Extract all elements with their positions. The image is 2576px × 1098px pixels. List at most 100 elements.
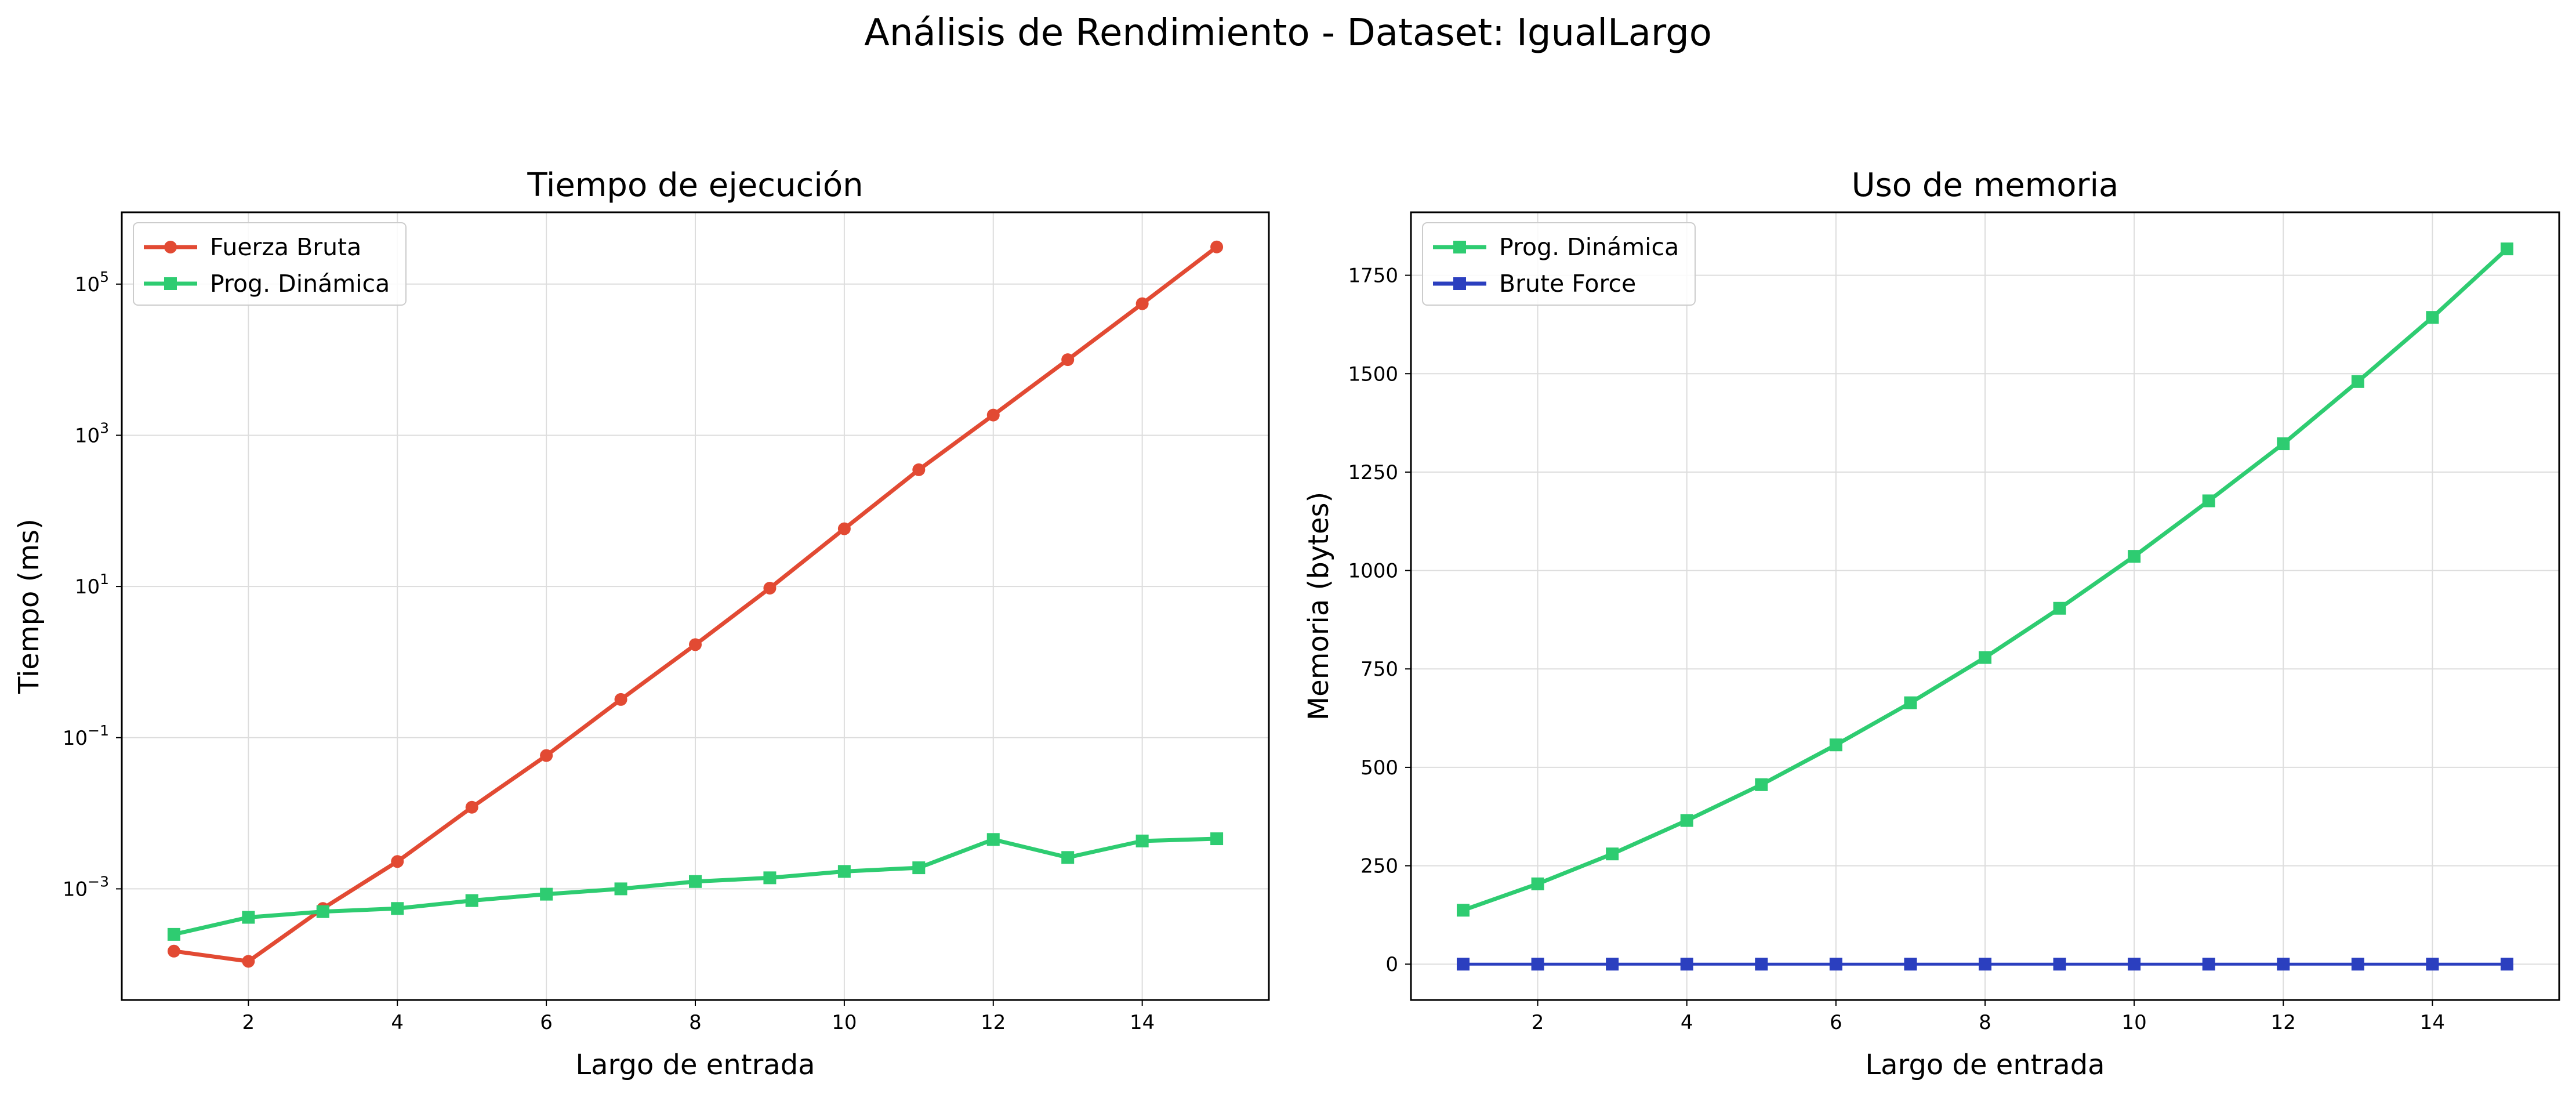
memory-chart-title: Uso de memoria: [1852, 166, 2119, 204]
data-point: [614, 693, 627, 706]
legend-label: Brute Force: [1499, 270, 1636, 298]
memory-chart-y-label: Memoria (bytes): [1302, 492, 1335, 721]
data-point: [1904, 696, 1917, 709]
data-point: [689, 638, 702, 651]
data-point: [1979, 958, 1991, 971]
y-tick-label: 1500: [1348, 363, 1398, 386]
data-point: [1904, 958, 1917, 971]
legend-item: Fuerza Bruta: [144, 233, 361, 261]
x-tick-label: 2: [1532, 1011, 1544, 1034]
x-tick-label: 14: [1130, 1011, 1155, 1034]
x-tick-label: 4: [1681, 1011, 1693, 1034]
data-point: [2426, 311, 2439, 324]
data-point: [2501, 242, 2513, 256]
data-point: [167, 944, 180, 958]
data-point: [1061, 851, 1075, 864]
data-point: [2351, 375, 2364, 388]
y-tick-exponent: 3: [100, 419, 109, 436]
legend-label: Prog. Dinámica: [1499, 233, 1679, 261]
data-point: [2277, 958, 2290, 971]
x-tick-label: 8: [1979, 1011, 1991, 1034]
data-point: [763, 582, 777, 595]
y-tick-label: 101: [75, 571, 109, 599]
data-point: [1829, 738, 1842, 752]
legend-item: Prog. Dinámica: [144, 270, 390, 298]
data-point: [912, 861, 926, 875]
data-point: [465, 894, 478, 907]
series-prog-din-mica: [1457, 242, 2513, 917]
y-tick-exponent: −1: [88, 722, 109, 739]
data-point: [465, 800, 478, 814]
data-point: [2128, 958, 2141, 971]
y-tick-label: 1000: [1348, 560, 1398, 583]
legend-marker: [164, 277, 177, 290]
data-point: [1755, 778, 1768, 791]
data-point: [986, 408, 1000, 422]
data-point: [1531, 877, 1544, 890]
data-point: [242, 911, 255, 924]
data-point: [1531, 958, 1544, 971]
x-tick-label: 4: [391, 1011, 404, 1034]
time-chart-title: Tiempo de ejecución: [527, 166, 863, 204]
time-chart-y-label: Tiempo (ms): [13, 519, 45, 694]
y-tick-base: 10: [63, 878, 88, 901]
data-point: [1135, 834, 1149, 847]
data-point: [167, 927, 180, 941]
x-tick-label: 12: [981, 1011, 1006, 1034]
memory-chart-grid: [1411, 212, 2559, 1000]
y-tick-exponent: 1: [100, 571, 109, 588]
data-point: [986, 833, 1000, 846]
x-tick-label: 6: [1830, 1011, 1842, 1034]
data-point: [2277, 437, 2290, 451]
data-point: [1979, 651, 1991, 664]
time-chart-series: [167, 240, 1224, 968]
memory-chart-x-label: Largo de entrada: [1865, 1049, 2105, 1081]
x-tick-label: 8: [689, 1011, 702, 1034]
data-point: [1457, 958, 1470, 971]
series-fuerza-bruta: [167, 240, 1224, 968]
legend-label: Fuerza Bruta: [210, 233, 361, 261]
x-tick-label: 14: [2420, 1011, 2445, 1034]
legend-item: Brute Force: [1433, 270, 1636, 298]
y-tick-label: 105: [75, 269, 109, 296]
y-tick-label: 10−1: [63, 722, 109, 750]
data-point: [1061, 353, 1075, 367]
y-tick-label: 10−3: [63, 873, 109, 901]
data-point: [242, 955, 255, 968]
data-point: [1135, 297, 1149, 310]
y-tick-label: 103: [75, 419, 109, 447]
data-point: [689, 875, 702, 888]
legend-marker: [164, 241, 177, 253]
y-tick-label: 1250: [1348, 461, 1398, 484]
y-tick-label: 250: [1360, 855, 1398, 878]
data-point: [391, 855, 404, 868]
data-point: [912, 463, 926, 476]
y-tick-label: 500: [1360, 756, 1398, 780]
data-point: [391, 902, 404, 915]
data-point: [2426, 958, 2439, 971]
legend-marker: [1453, 241, 1466, 253]
x-tick-label: 10: [832, 1011, 857, 1034]
data-point: [2053, 601, 2066, 615]
y-tick-label: 0: [1385, 953, 1398, 976]
data-point: [540, 887, 553, 901]
legend-marker: [1453, 277, 1466, 290]
y-tick-base: 10: [75, 575, 100, 599]
x-tick-label: 10: [2122, 1011, 2147, 1034]
data-point: [540, 749, 553, 762]
legend-box: [133, 222, 407, 306]
legend-item: Prog. Dinámica: [1433, 233, 1679, 261]
y-tick-label: 1750: [1348, 264, 1398, 288]
data-point: [763, 871, 777, 885]
y-tick-base: 10: [75, 424, 100, 447]
x-tick-label: 12: [2271, 1011, 2296, 1034]
x-tick-label: 6: [540, 1011, 553, 1034]
data-point: [1210, 240, 1224, 253]
data-point: [2501, 958, 2513, 971]
data-point: [2351, 958, 2364, 971]
data-point: [1755, 958, 1768, 971]
data-point: [1457, 904, 1470, 917]
data-point: [1210, 832, 1224, 846]
data-point: [1829, 958, 1842, 971]
